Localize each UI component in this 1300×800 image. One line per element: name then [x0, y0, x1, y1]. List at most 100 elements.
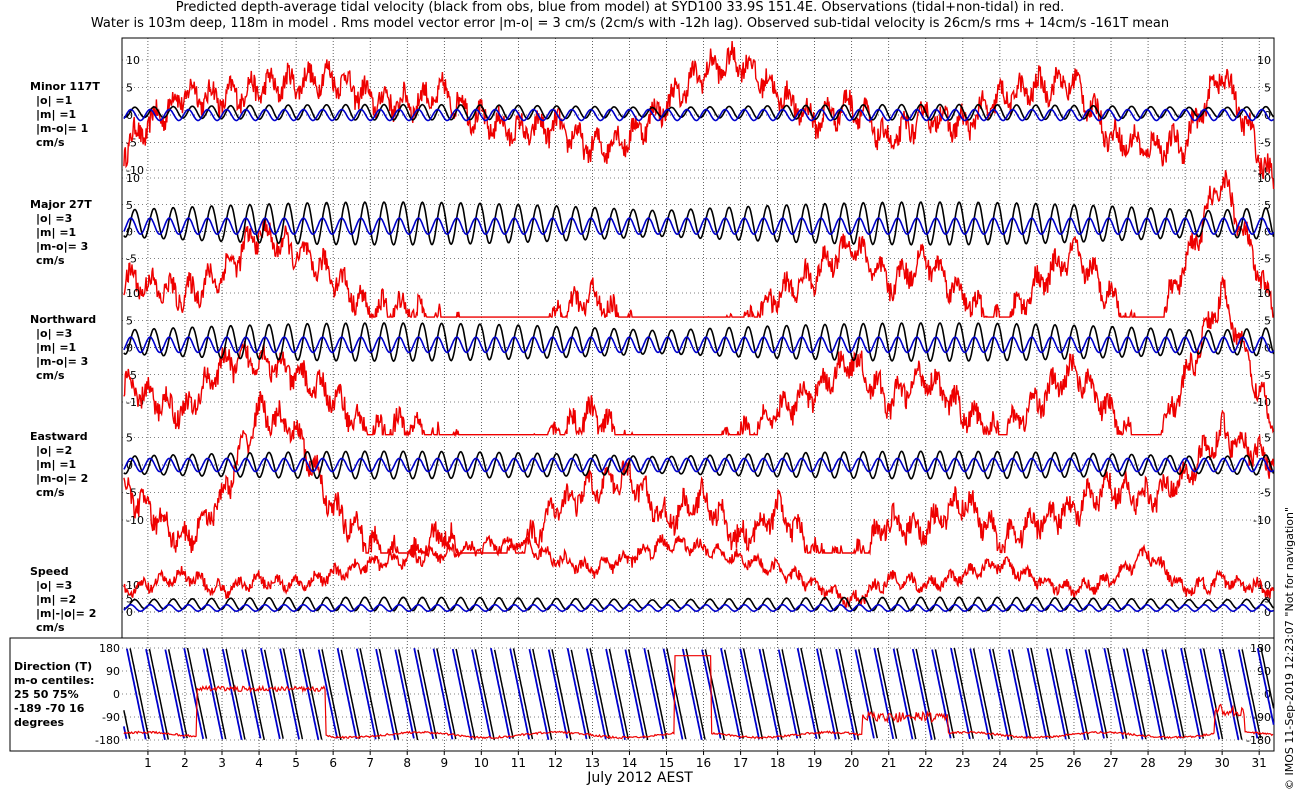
obs-tidal-series — [123, 201, 1275, 246]
panel-label-line: |m| =1 — [36, 458, 76, 471]
x-tick-label: 15 — [659, 756, 674, 770]
y-tick-label-right: 0 — [1264, 226, 1271, 239]
x-tick-label: 10 — [474, 756, 489, 770]
y-tick-label-right: -5 — [1260, 487, 1271, 500]
panel-label-line: |o| =3 — [36, 212, 72, 225]
y-tick-label: 0 — [126, 342, 133, 355]
x-tick-label: 12 — [548, 756, 563, 770]
x-tick-label: 27 — [1103, 756, 1118, 770]
observed-total-series — [123, 169, 1274, 320]
x-axis-label: July 2012 AEST — [586, 770, 693, 786]
y-tick-label-right: 10 — [1257, 287, 1271, 300]
y-tick-label-right: 5 — [1264, 314, 1271, 327]
x-tick-label: 9 — [440, 756, 448, 770]
panel-major: 10 10 5 5 0 0 -5 -5 Major 27T|o| =3|m| =1|m-o|= … — [30, 169, 1275, 320]
chart-title-line-1: Predicted depth-average tidal velocity (… — [175, 0, 1065, 15]
y-tick-label: -5 — [126, 252, 137, 265]
y-tick-label: -10 — [126, 164, 144, 177]
x-tick-label: 16 — [696, 756, 711, 770]
y-tick-label-right: 5 — [1264, 432, 1271, 445]
y-tick-label: 5 — [126, 199, 133, 212]
panel-label-line: Minor 117T — [30, 80, 100, 93]
direction-y-tick: -90 — [102, 711, 120, 724]
obs-tidal-series — [123, 450, 1275, 480]
x-tick-label: 25 — [1029, 756, 1044, 770]
x-tick-label: 8 — [403, 756, 411, 770]
copyright-note: © IMOS 11-Sep-2019 12:23:07 "Not for nav… — [1283, 507, 1296, 790]
x-tick-label: 20 — [844, 756, 859, 770]
model-tidal-series — [123, 217, 1275, 236]
direction-label-line: -189 -70 16 — [14, 702, 85, 715]
y-tick-label-right: 5 — [1264, 82, 1271, 95]
y-tick-label-right: 0 — [1264, 606, 1271, 619]
y-tick-label: 0 — [126, 226, 133, 239]
y-tick-label: 10 — [126, 172, 140, 185]
x-tick-label: 29 — [1177, 756, 1192, 770]
y-tick-label-right: -5 — [1260, 137, 1271, 150]
x-tick-label: 23 — [955, 756, 970, 770]
x-tick-label: 17 — [733, 756, 748, 770]
x-axis: 1 2 3 4 5 6 7 8 9 10 11 12 13 14 15 16 17 18 19 20 21 22 23 24 2… — [144, 751, 1267, 770]
direction-y-tick: -180 — [95, 734, 120, 747]
x-tick-label: 5 — [292, 756, 300, 770]
y-tick-label: 0 — [126, 606, 133, 619]
observed-total-series — [123, 534, 1275, 611]
model-tidal-series — [123, 108, 1275, 122]
y-tick-label: 10 — [126, 54, 140, 67]
y-tick-label: 5 — [126, 82, 133, 95]
panel-label-line: |o| =2 — [36, 444, 72, 457]
model-tidal-series — [123, 336, 1275, 354]
x-tick-label: 31 — [1252, 756, 1267, 770]
y-tick-label: -10 — [126, 514, 144, 527]
x-tick-label: 14 — [622, 756, 637, 770]
direction-y-tick: 180 — [99, 642, 120, 655]
panel-label-line: |m| =1 — [36, 108, 76, 121]
y-tick-label-right: 10 — [1257, 172, 1271, 185]
panel-label-line: cm/s — [36, 136, 65, 149]
x-tick-label: 13 — [585, 756, 600, 770]
y-tick-label-right: -10 — [1253, 514, 1271, 527]
y-tick-label: 5 — [126, 314, 133, 327]
y-tick-label-right: 10 — [1257, 54, 1271, 67]
direction-label-line: m-o centiles: — [14, 674, 94, 687]
panel-label-line: |m-o|= 3 — [36, 240, 88, 253]
panel-label-line: |o| =3 — [36, 579, 72, 592]
panel-label-line: cm/s — [36, 621, 65, 634]
y-tick-label-right: 5 — [1264, 199, 1271, 212]
direction-label-line: degrees — [14, 716, 65, 729]
x-tick-label: 28 — [1140, 756, 1155, 770]
model-tidal-series — [123, 457, 1275, 473]
panel-label-line: cm/s — [36, 369, 65, 382]
direction-label-line: Direction (T) — [14, 660, 92, 673]
y-tick-label: 5 — [126, 432, 133, 445]
x-tick-label: 21 — [881, 756, 896, 770]
direction-y-tick: 0 — [113, 688, 120, 701]
chart-title-line-2: Water is 103m deep, 118m in model . Rms … — [90, 16, 1170, 31]
panel-label-line: |m-o|= 1 — [36, 122, 88, 135]
panel-label-line: |m-o|= 3 — [36, 355, 88, 368]
x-tick-label: 18 — [770, 756, 785, 770]
y-tick-label: -5 — [126, 137, 137, 150]
direction-plot-frame — [9, 637, 1275, 752]
panel-label-line: cm/s — [36, 254, 65, 267]
direction-label-line: 25 50 75% — [14, 688, 79, 701]
x-tick-label: 19 — [807, 756, 822, 770]
observed-total-series — [123, 390, 1275, 556]
y-tick-label-right: -5 — [1260, 369, 1271, 382]
y-tick-label: 0 — [126, 109, 133, 122]
x-tick-label: 22 — [918, 756, 933, 770]
panel-label-line: |m| =1 — [36, 226, 76, 239]
panel-label-line: |m|-|o|= 2 — [36, 607, 96, 620]
x-tick-label: 2 — [181, 756, 189, 770]
direction-y-tick: 90 — [106, 665, 120, 678]
x-tick-label: 26 — [1066, 756, 1081, 770]
obs-tidal-series — [123, 321, 1275, 363]
y-tick-label-right: -5 — [1260, 252, 1271, 265]
gridlines — [147, 38, 1260, 751]
